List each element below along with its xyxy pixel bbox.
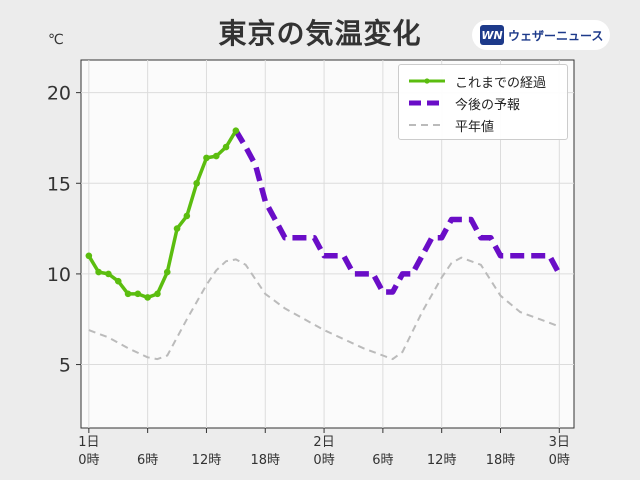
data-point-observed xyxy=(114,277,122,285)
data-point-observed xyxy=(212,152,220,160)
data-point-observed xyxy=(183,212,191,220)
x-tick-label-hour: 18時 xyxy=(486,453,516,468)
x-tick-label-day: 3日 xyxy=(549,435,570,450)
series-line-normal xyxy=(88,256,560,361)
data-point-observed xyxy=(85,252,93,260)
brand-name: ウェザーニュース xyxy=(508,28,604,43)
series-lines xyxy=(85,127,562,361)
chart-title: 東京の気温変化 xyxy=(218,17,422,50)
data-point-observed xyxy=(95,268,102,276)
y-axis-unit: ℃ xyxy=(48,32,64,48)
data-point-observed xyxy=(105,270,112,278)
legend-swatch-observed xyxy=(409,78,445,84)
data-point-observed xyxy=(154,290,161,298)
x-tick-label-day: 2日 xyxy=(313,435,334,450)
x-tick-label-hour: 12時 xyxy=(192,453,222,468)
y-tick-label: 20 xyxy=(47,83,71,105)
data-point-observed xyxy=(203,154,210,162)
x-tick-label-hour: 6時 xyxy=(372,453,393,468)
x-tick-label-hour: 0時 xyxy=(78,453,99,468)
x-tick-label-hour: 0時 xyxy=(549,453,570,468)
x-tick-label-hour: 6時 xyxy=(137,453,158,468)
data-point-observed xyxy=(173,225,181,232)
data-point-observed xyxy=(163,268,171,276)
brand-mark-icon: WN xyxy=(480,25,504,45)
brand-logo: WN ウェザーニュース xyxy=(472,20,610,50)
series-line-observed xyxy=(87,129,238,300)
y-axis: 5 10 15 20 xyxy=(47,83,81,377)
y-tick-label: 15 xyxy=(47,173,71,195)
x-tick-label-day: 1日 xyxy=(78,435,99,450)
legend-item-forecast: 今後の予報 xyxy=(407,92,559,114)
x-tick-label-hour: 0時 xyxy=(313,453,334,468)
legend-swatch-forecast xyxy=(409,100,445,106)
x-tick-label-hour: 18時 xyxy=(250,453,280,468)
y-tick-label: 5 xyxy=(59,355,71,377)
legend-label-observed: これまでの経過 xyxy=(455,75,547,91)
grid-lines xyxy=(81,60,574,428)
data-point-observed xyxy=(134,290,142,298)
data-point-observed xyxy=(232,127,240,134)
y-tick-label: 10 xyxy=(47,264,71,286)
legend-item-normal: 平年値 xyxy=(407,114,559,136)
legend-item-observed: これまでの経過 xyxy=(407,70,559,92)
legend: これまでの経過 今後の予報 平年値 xyxy=(398,64,568,140)
x-tick-label-hour: 12時 xyxy=(427,453,457,468)
data-point-observed xyxy=(222,143,230,151)
data-point-observed xyxy=(144,294,151,301)
data-point-observed xyxy=(124,290,132,298)
legend-swatch-normal xyxy=(409,124,445,126)
legend-label-normal: 平年値 xyxy=(455,119,495,135)
x-axis: 1日 0時 6時 12時 18時 2日 0時 6時 12時 18時 3日 0時 xyxy=(78,428,570,468)
data-point-observed xyxy=(193,179,200,187)
legend-label-forecast: 今後の予報 xyxy=(455,97,521,113)
